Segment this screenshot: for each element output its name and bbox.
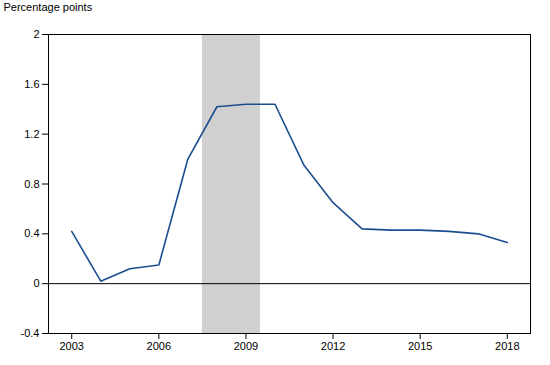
- svg-text:2018: 2018: [495, 340, 519, 352]
- svg-text:1.2: 1.2: [24, 128, 39, 140]
- svg-text:0.8: 0.8: [24, 178, 39, 190]
- svg-text:0: 0: [33, 277, 39, 289]
- svg-text:0.4: 0.4: [24, 227, 39, 239]
- svg-text:2006: 2006: [147, 340, 171, 352]
- svg-text:-0.4: -0.4: [21, 327, 40, 339]
- svg-text:2: 2: [33, 28, 39, 40]
- svg-text:Percentage points: Percentage points: [4, 1, 93, 13]
- svg-text:1.6: 1.6: [24, 78, 39, 90]
- svg-text:2003: 2003: [59, 340, 83, 352]
- svg-text:2015: 2015: [408, 340, 432, 352]
- svg-text:2009: 2009: [234, 340, 258, 352]
- svg-text:2012: 2012: [321, 340, 345, 352]
